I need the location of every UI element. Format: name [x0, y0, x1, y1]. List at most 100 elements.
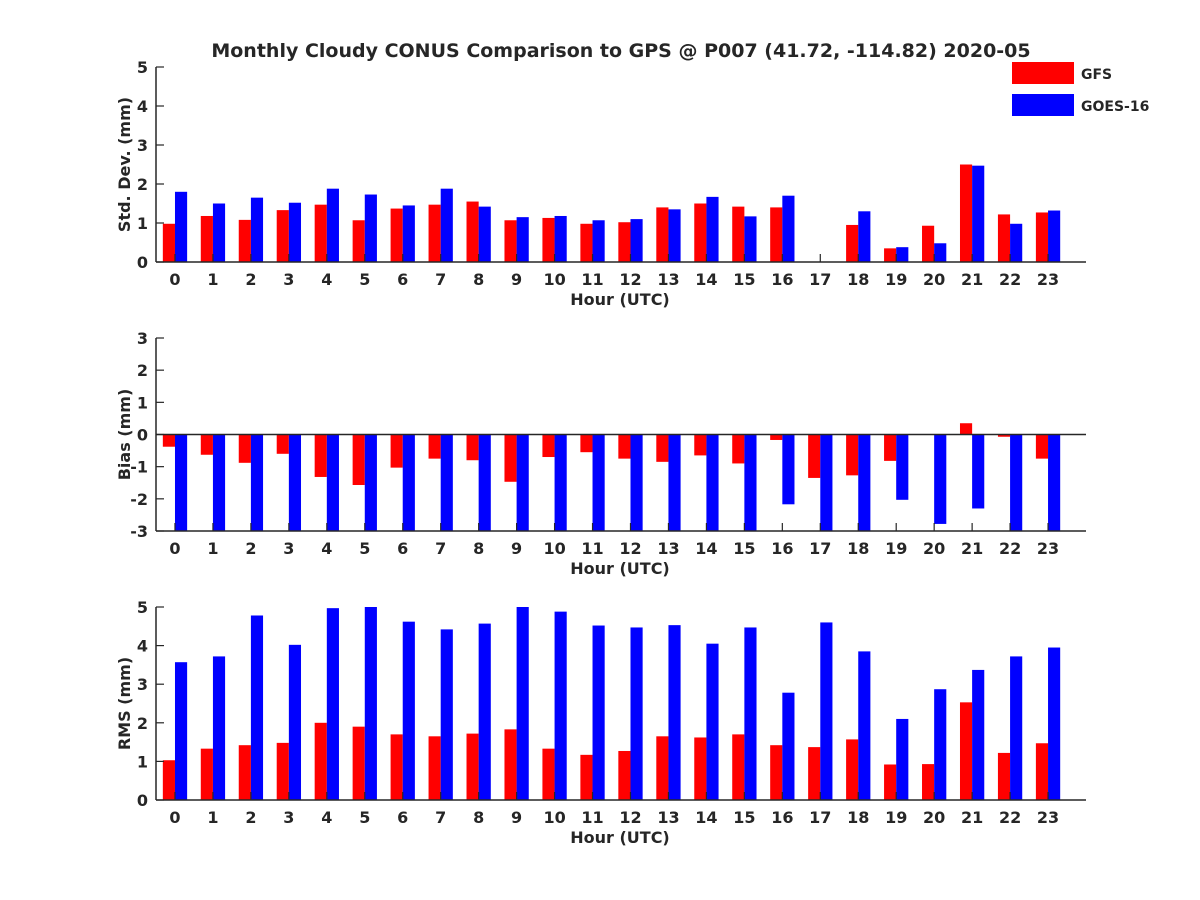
y-axis-label-stddev: Std. Dev. (mm)	[115, 97, 134, 232]
x-tick-label-rms-1: 1	[207, 808, 218, 827]
x-tick-label-rms-14: 14	[695, 808, 717, 827]
y-tick-label-bias-1: 1	[137, 393, 148, 412]
x-tick-label-rms-21: 21	[961, 808, 983, 827]
x-axis-label-stddev: Hour (UTC)	[570, 290, 670, 309]
bar-rms-gfs-h21	[959, 702, 973, 800]
bar-rms-gfs-h22	[997, 752, 1011, 800]
x-tick-label-bias-19: 19	[885, 539, 907, 558]
bar-bias-gfs-h4	[314, 434, 327, 477]
bar-bias-goes16-h15	[744, 434, 757, 531]
bar-rms-gfs-h14	[694, 737, 707, 800]
bar-rms-gfs-h20	[922, 764, 935, 800]
y-tick-label-bias-3: 3	[137, 329, 148, 348]
bar-bias-gfs-h9	[504, 434, 517, 482]
bar-bias-goes16-h3	[288, 434, 302, 531]
x-tick-label-bias-18: 18	[847, 539, 869, 558]
bar-rms-goes16-h18	[858, 651, 871, 800]
bar-bias-goes16-h10	[554, 434, 567, 531]
bar-stddev-gfs-h9	[504, 220, 517, 262]
x-tick-label-rms-17: 17	[809, 808, 831, 827]
bar-bias-goes16-h14	[706, 434, 719, 531]
x-tick-label-stddev-11: 11	[581, 270, 603, 289]
bar-bias-goes16-h7	[440, 434, 453, 531]
bar-bias-goes16-h4	[326, 434, 339, 531]
bar-rms-goes16-h15	[744, 627, 757, 800]
x-tick-label-stddev-2: 2	[245, 270, 256, 289]
bar-stddev-goes16-h15	[744, 216, 757, 262]
bar-bias-goes16-h17	[820, 434, 833, 531]
bar-rms-goes16-h4	[326, 608, 339, 800]
bar-stddev-goes16-h11	[592, 220, 605, 262]
bar-stddev-goes16-h2	[250, 197, 264, 262]
bar-rms-goes16-h17	[820, 622, 833, 800]
bar-rms-goes16-h11	[592, 625, 605, 800]
bar-stddev-gfs-h13	[656, 207, 669, 262]
y-tick-label-rms-5: 5	[137, 598, 148, 617]
bar-rms-goes16-h9	[516, 607, 529, 800]
bar-stddev-goes16-h1	[212, 203, 226, 262]
y-tick-label-bias--1: -1	[130, 458, 148, 477]
bar-rms-gfs-h9	[504, 729, 517, 800]
bar-stddev-goes16-h0	[174, 191, 188, 262]
bar-stddev-goes16-h12	[630, 219, 643, 262]
bar-bias-goes16-h9	[516, 434, 529, 531]
x-tick-label-stddev-17: 17	[809, 270, 831, 289]
bar-rms-gfs-h7	[428, 736, 441, 800]
legend-swatch-goes	[1012, 94, 1074, 116]
x-tick-label-rms-16: 16	[771, 808, 793, 827]
x-tick-label-rms-20: 20	[923, 808, 945, 827]
bar-bias-goes16-h22	[1010, 434, 1023, 531]
y-tick-label-stddev-3: 3	[137, 136, 148, 155]
bar-bias-goes16-h19	[896, 434, 909, 500]
bar-stddev-goes16-h8	[478, 206, 491, 262]
bar-stddev-gfs-h16	[770, 207, 783, 262]
bar-rms-goes16-h14	[706, 643, 719, 800]
bar-bias-gfs-h8	[466, 434, 479, 461]
x-tick-label-stddev-0: 0	[169, 270, 180, 289]
bar-bias-goes16-h23	[1048, 434, 1061, 531]
legend-swatch-gfs	[1012, 62, 1074, 84]
x-tick-label-rms-4: 4	[321, 808, 332, 827]
bar-rms-gfs-h3	[276, 742, 289, 800]
bar-rms-goes16-h22	[1010, 656, 1023, 800]
x-tick-label-stddev-5: 5	[359, 270, 370, 289]
bar-bias-gfs-h5	[352, 434, 365, 485]
x-tick-label-rms-9: 9	[511, 808, 522, 827]
bar-stddev-goes16-h20	[934, 243, 947, 262]
chart-title: Monthly Cloudy CONUS Comparison to GPS @…	[211, 40, 1030, 62]
x-tick-label-stddev-22: 22	[999, 270, 1021, 289]
y-tick-label-bias--3: -3	[130, 522, 148, 541]
bar-bias-goes16-h13	[668, 434, 681, 531]
x-tick-label-rms-13: 13	[657, 808, 679, 827]
x-tick-label-stddev-3: 3	[283, 270, 294, 289]
bar-rms-gfs-h15	[732, 734, 745, 800]
x-tick-label-rms-10: 10	[543, 808, 565, 827]
bar-bias-gfs-h12	[618, 434, 631, 459]
bar-rms-gfs-h10	[542, 748, 555, 800]
y-tick-label-rms-4: 4	[137, 637, 148, 656]
bar-bias-gfs-h19	[884, 434, 897, 461]
bar-rms-gfs-h4	[314, 722, 327, 800]
x-tick-label-rms-23: 23	[1037, 808, 1059, 827]
x-tick-label-bias-12: 12	[619, 539, 641, 558]
y-tick-label-stddev-0: 0	[137, 253, 148, 272]
bar-stddev-gfs-h18	[846, 224, 859, 262]
bar-stddev-gfs-h3	[276, 210, 289, 262]
x-tick-label-stddev-15: 15	[733, 270, 755, 289]
bar-bias-goes16-h21	[972, 434, 985, 509]
bar-stddev-goes16-h10	[554, 215, 567, 262]
bar-bias-goes16-h20	[934, 434, 947, 524]
bar-bias-gfs-h23	[1035, 434, 1049, 459]
x-tick-label-stddev-1: 1	[207, 270, 218, 289]
bar-stddev-goes16-h5	[364, 194, 377, 262]
bar-stddev-goes16-h3	[288, 202, 302, 262]
bar-rms-gfs-h13	[656, 736, 669, 800]
x-tick-label-stddev-8: 8	[473, 270, 484, 289]
bar-stddev-gfs-h4	[314, 204, 327, 262]
bar-bias-gfs-h1	[200, 434, 213, 455]
bar-stddev-gfs-h20	[922, 225, 935, 262]
x-tick-label-stddev-14: 14	[695, 270, 717, 289]
x-tick-label-bias-10: 10	[543, 539, 565, 558]
bar-bias-goes16-h12	[630, 434, 643, 531]
bar-rms-gfs-h5	[352, 726, 365, 800]
